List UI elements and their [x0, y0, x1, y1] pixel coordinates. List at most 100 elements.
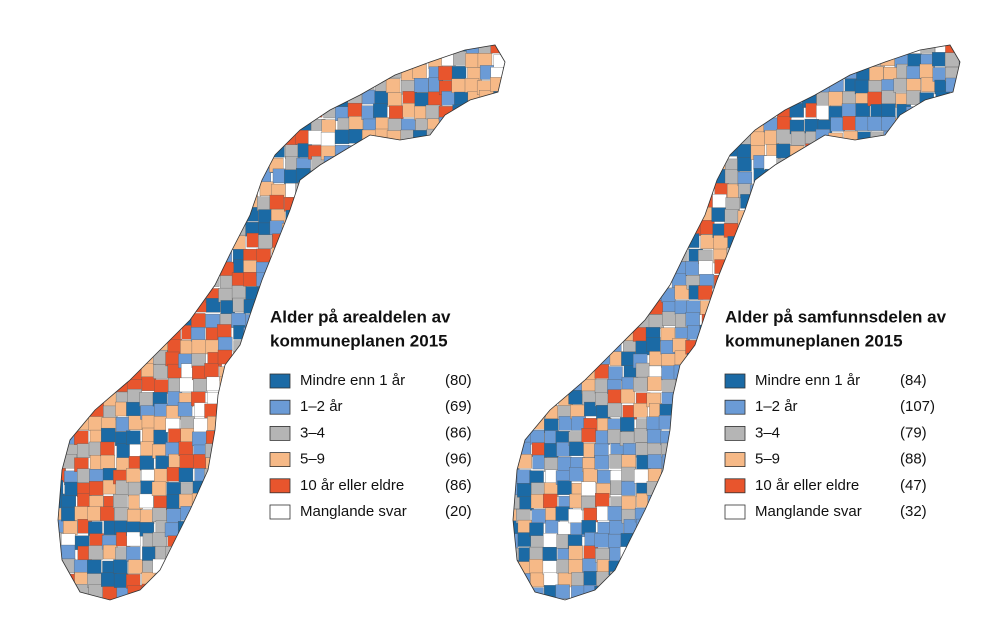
municipality	[414, 561, 429, 577]
municipality	[766, 193, 781, 209]
municipality	[544, 378, 560, 394]
municipality	[947, 143, 960, 159]
municipality	[467, 197, 482, 212]
municipality	[594, 455, 609, 470]
municipality	[166, 494, 181, 509]
municipality	[415, 598, 430, 600]
municipality	[374, 144, 390, 159]
municipality	[779, 583, 794, 599]
municipality	[347, 145, 363, 160]
municipality	[243, 170, 258, 185]
municipality	[230, 376, 245, 391]
municipality	[545, 220, 560, 235]
municipality	[633, 119, 648, 134]
municipality	[609, 454, 624, 469]
municipality	[607, 327, 623, 342]
legend-label: 10 år eller eldre	[755, 477, 859, 494]
municipality	[870, 481, 885, 496]
municipality	[155, 223, 170, 238]
municipality	[513, 390, 520, 405]
municipality	[556, 169, 572, 185]
municipality	[334, 129, 350, 145]
municipality	[464, 157, 479, 172]
municipality	[831, 169, 846, 185]
municipality	[883, 428, 898, 444]
municipality	[685, 117, 700, 132]
municipality	[203, 599, 219, 600]
municipality	[555, 598, 570, 600]
municipality	[844, 45, 859, 56]
municipality	[593, 92, 609, 108]
municipality	[595, 129, 610, 144]
municipality	[529, 546, 544, 562]
municipality	[140, 168, 155, 183]
municipality	[73, 559, 89, 575]
municipality	[558, 195, 573, 210]
municipality	[207, 416, 222, 431]
municipality	[438, 236, 453, 251]
municipality	[817, 585, 832, 600]
municipality	[309, 559, 325, 575]
municipality	[217, 442, 232, 457]
municipality	[402, 480, 417, 495]
municipality	[204, 573, 220, 588]
municipality	[479, 508, 494, 523]
municipality	[270, 598, 286, 600]
municipality	[856, 442, 871, 457]
municipality	[115, 417, 131, 432]
municipality	[479, 481, 494, 497]
municipality	[519, 196, 534, 211]
municipality	[687, 548, 702, 564]
municipality	[634, 54, 649, 69]
municipality	[282, 104, 298, 119]
municipality	[545, 93, 561, 108]
municipality	[909, 273, 924, 289]
municipality	[505, 54, 519, 68]
municipality	[350, 573, 365, 588]
municipality	[569, 45, 585, 53]
municipality	[58, 339, 65, 354]
municipality	[584, 106, 599, 121]
municipality	[270, 104, 285, 119]
municipality	[64, 402, 79, 417]
legend-count: (47)	[900, 477, 927, 494]
municipality	[932, 131, 947, 146]
municipality	[530, 119, 546, 135]
municipality	[180, 209, 195, 224]
municipality	[934, 286, 949, 301]
municipality	[607, 429, 623, 444]
municipality	[437, 534, 453, 550]
municipality	[440, 183, 455, 198]
municipality	[961, 339, 975, 353]
municipality	[777, 223, 793, 238]
municipality	[895, 520, 910, 535]
municipality	[634, 77, 649, 93]
municipality	[568, 249, 584, 264]
municipality	[168, 142, 183, 157]
municipality	[480, 143, 495, 159]
municipality	[373, 103, 388, 118]
municipality	[531, 144, 546, 160]
municipality	[103, 544, 118, 560]
municipality	[698, 285, 713, 300]
municipality	[935, 171, 951, 186]
municipality	[310, 585, 325, 600]
municipality	[74, 285, 89, 300]
legend-count: (20)	[445, 503, 472, 520]
municipality	[415, 493, 430, 508]
municipality	[674, 403, 689, 419]
municipality	[452, 233, 468, 248]
municipality	[595, 392, 610, 407]
municipality	[857, 156, 872, 172]
municipality	[77, 468, 92, 483]
municipality	[62, 287, 77, 302]
municipality	[623, 157, 638, 172]
municipality	[802, 194, 817, 209]
municipality	[451, 586, 467, 600]
municipality	[298, 234, 314, 249]
municipality	[61, 248, 76, 263]
municipality	[503, 288, 505, 303]
municipality	[621, 313, 637, 328]
municipality	[857, 260, 872, 275]
municipality	[479, 392, 494, 407]
